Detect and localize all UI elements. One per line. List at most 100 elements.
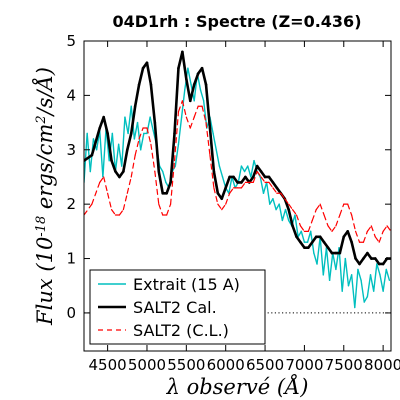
series-2-segment bbox=[291, 224, 298, 239]
series-1-segment bbox=[322, 246, 328, 276]
series-1-segment bbox=[174, 143, 180, 167]
series-2-segment bbox=[287, 208, 294, 228]
series-3-segment bbox=[150, 143, 156, 173]
series-2-segment bbox=[212, 170, 220, 195]
series-3-segment bbox=[370, 225, 376, 238]
series-1-segment bbox=[284, 208, 290, 222]
series-1-segment bbox=[199, 89, 205, 102]
series-3-segment bbox=[374, 236, 380, 243]
series-3-segment bbox=[217, 203, 223, 211]
series-3-segment bbox=[331, 225, 337, 232]
series-2-segment bbox=[251, 164, 259, 179]
series-2-segment bbox=[204, 83, 212, 130]
series-2-segment bbox=[110, 159, 117, 173]
series-2-segment bbox=[350, 240, 357, 260]
series-1-segment bbox=[344, 257, 350, 287]
series-3-segment bbox=[315, 203, 321, 211]
series-2-segment bbox=[133, 83, 141, 108]
series-1-segment bbox=[247, 165, 252, 178]
series-3-segment bbox=[130, 154, 136, 178]
series-3-segment bbox=[118, 208, 124, 216]
series-3-segment bbox=[189, 116, 195, 129]
y-tick-label: 4 bbox=[66, 86, 76, 104]
series-3-segment bbox=[134, 138, 140, 156]
y-axis-label: Flux (10-18 ergs/cm2/s/Å) bbox=[32, 67, 57, 326]
series-3-segment bbox=[201, 105, 207, 124]
series-2-segment bbox=[102, 115, 109, 135]
series-3-segment bbox=[138, 127, 144, 140]
series-1-segment bbox=[102, 127, 107, 178]
series-1-segment bbox=[385, 268, 391, 281]
x-tick-label: 6500 bbox=[246, 356, 284, 374]
series-3-segment bbox=[173, 111, 180, 162]
series-3-segment bbox=[362, 230, 368, 243]
legend-label: SALT2 Cal. bbox=[133, 298, 217, 317]
series-3-segment bbox=[327, 225, 333, 232]
series-1-segment bbox=[114, 143, 120, 173]
series-3-segment bbox=[110, 208, 117, 216]
series-1-segment bbox=[127, 105, 132, 135]
series-1-segment bbox=[357, 268, 362, 281]
series-1-segment bbox=[162, 170, 167, 184]
series-3-segment bbox=[280, 192, 286, 200]
series-1-segment bbox=[158, 165, 164, 173]
series-2-segment bbox=[137, 66, 145, 86]
series-1-segment bbox=[350, 274, 356, 309]
y-tick-label: 2 bbox=[66, 195, 76, 213]
series-3-segment bbox=[181, 100, 187, 118]
series-1-segment bbox=[319, 236, 325, 276]
series-1-segment bbox=[341, 257, 347, 292]
series-3-segment bbox=[122, 192, 128, 211]
series-3-segment bbox=[386, 225, 391, 232]
series-2-segment bbox=[149, 83, 157, 124]
plot-border bbox=[83, 40, 392, 352]
series-1-segment bbox=[269, 198, 274, 205]
series-3-segment bbox=[335, 214, 341, 227]
y-tick-label: 1 bbox=[66, 250, 76, 268]
series-1-segment bbox=[212, 132, 217, 151]
series-1-segment bbox=[177, 116, 183, 146]
series-1-segment bbox=[366, 274, 372, 298]
series-3-segment bbox=[146, 127, 152, 145]
y-tick-label: 3 bbox=[66, 141, 76, 159]
series-2-segment bbox=[188, 83, 196, 103]
x-tick-label: 6000 bbox=[207, 356, 245, 374]
legend-label: SALT2 (C.L.) bbox=[133, 321, 229, 340]
series-3-segment bbox=[323, 214, 329, 227]
series-1-segment bbox=[228, 176, 233, 194]
series-1-segment bbox=[338, 246, 343, 292]
x-tick-label: 4500 bbox=[89, 356, 127, 374]
series-2-segment bbox=[173, 66, 180, 135]
series-1-segment bbox=[136, 121, 142, 151]
series-3-segment bbox=[240, 181, 246, 189]
series-1-segment bbox=[363, 295, 369, 303]
series-3-segment bbox=[209, 154, 215, 189]
series-3-segment bbox=[177, 100, 183, 113]
series-2-segment bbox=[346, 230, 353, 244]
series-1-segment bbox=[278, 203, 284, 222]
series-3 bbox=[84, 100, 391, 243]
series-1-segment bbox=[376, 263, 381, 276]
series-2-segment bbox=[90, 126, 102, 157]
series-3-segment bbox=[103, 176, 109, 194]
series-1-segment bbox=[231, 176, 236, 189]
series-1-segment bbox=[237, 165, 243, 184]
x-axis-label: λ observé (Å) bbox=[166, 374, 309, 399]
series-3-segment bbox=[99, 176, 105, 184]
series-2-segment bbox=[106, 132, 113, 162]
series-1-segment bbox=[111, 132, 117, 173]
series-1-segment bbox=[84, 132, 88, 184]
series-2-segment bbox=[157, 170, 165, 195]
series-2-segment bbox=[84, 153, 94, 162]
series-3-segment bbox=[213, 187, 219, 205]
legend-label: Extrait (15 A) bbox=[133, 275, 240, 294]
series-2-segment bbox=[129, 104, 137, 135]
chart-title: 04D1rh : Spectre (Z=0.436) bbox=[112, 12, 361, 31]
series-1-segment bbox=[117, 143, 123, 167]
series-3-segment bbox=[288, 203, 294, 211]
series-2-segment bbox=[208, 126, 216, 173]
x-tick-label: 8000 bbox=[364, 356, 400, 374]
series-3-segment bbox=[126, 176, 132, 194]
series-3-segment bbox=[292, 208, 298, 216]
series-1-segment bbox=[215, 149, 221, 167]
